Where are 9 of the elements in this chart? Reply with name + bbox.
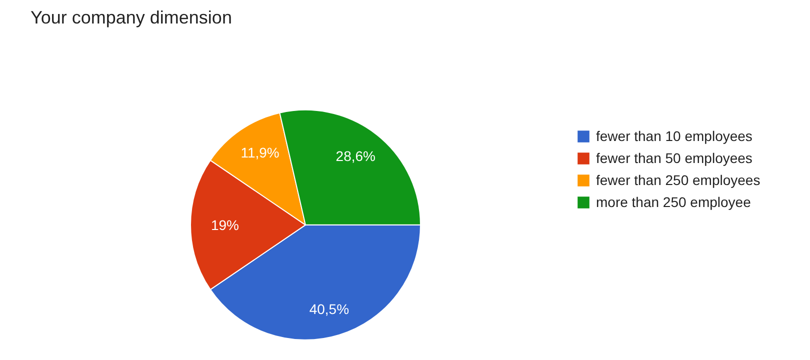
- chart-title: Your company dimension: [30, 8, 232, 28]
- legend-label: fewer than 250 employees: [596, 172, 760, 188]
- legend-label: more than 250 employee: [596, 194, 751, 210]
- legend-label: fewer than 50 employees: [596, 150, 752, 166]
- legend-label: fewer than 10 employees: [596, 128, 752, 144]
- data-label: 11,9%: [240, 144, 280, 160]
- data-label: 28,6%: [336, 148, 376, 164]
- data-label: 19%: [210, 216, 240, 233]
- data-label: 40,5%: [309, 301, 350, 318]
